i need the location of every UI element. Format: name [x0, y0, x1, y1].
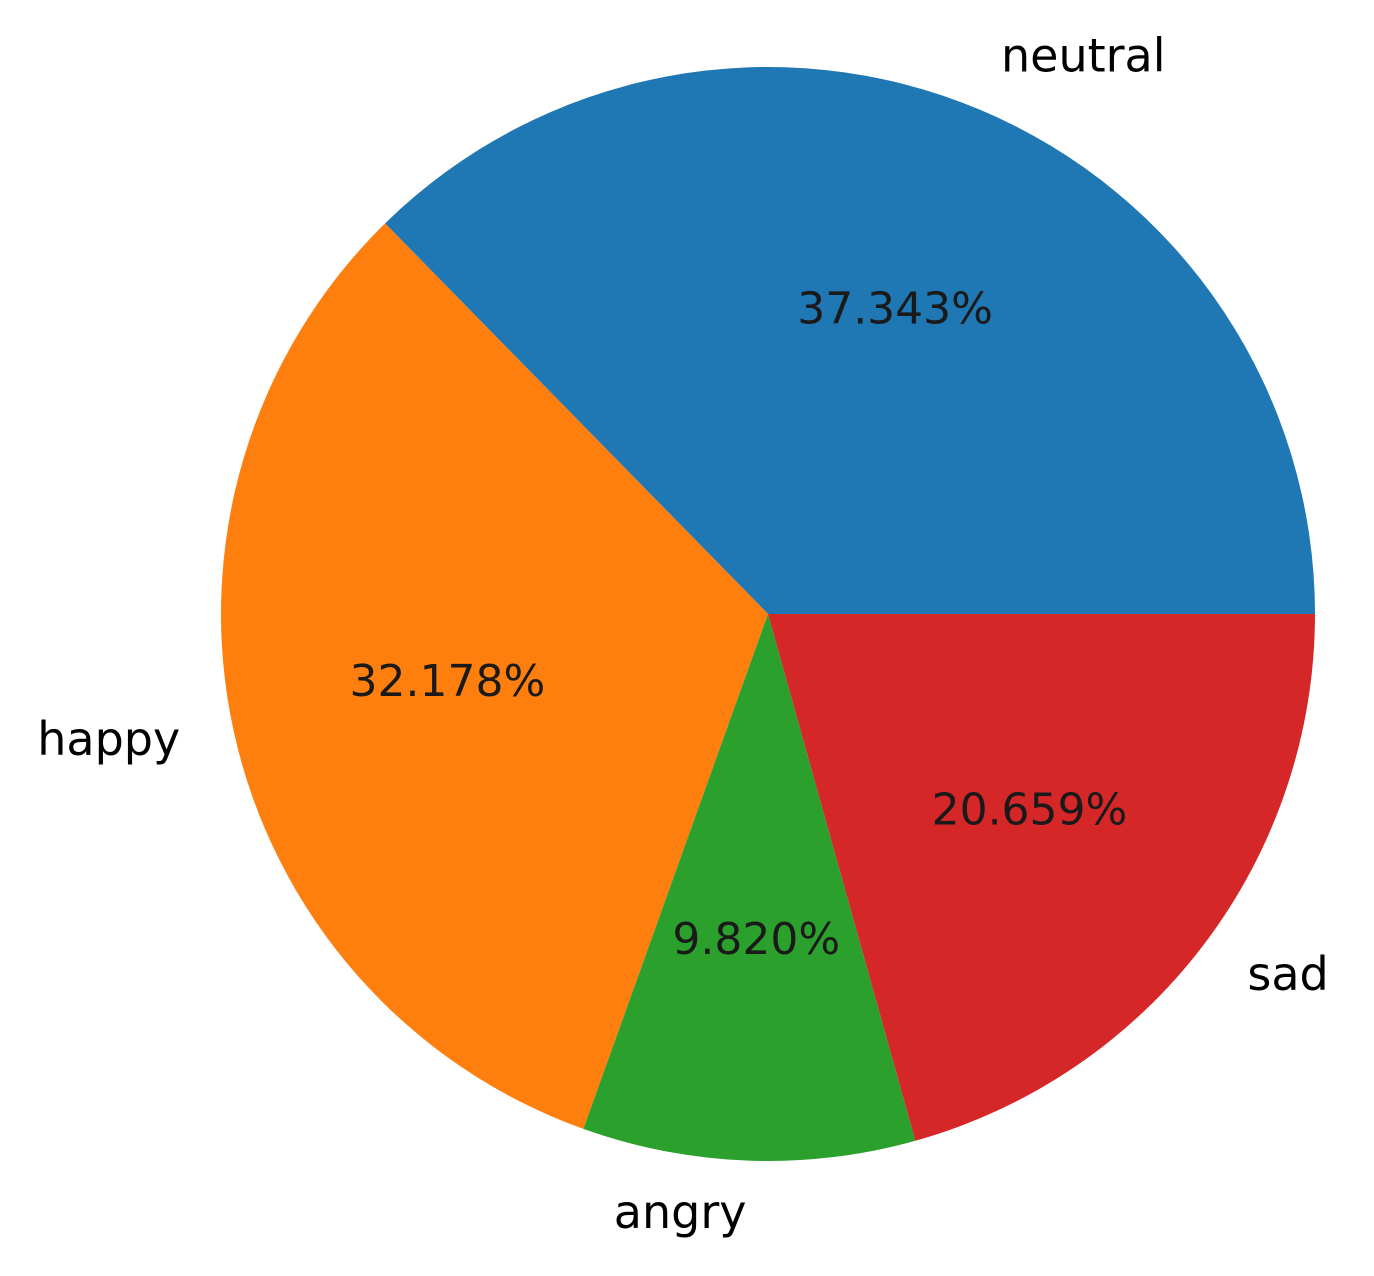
pie-slice [768, 614, 1315, 1141]
pie-slice [583, 614, 916, 1161]
slice-label: sad [1247, 947, 1328, 1001]
percent-label: 20.659% [932, 784, 1128, 835]
pie-slice [385, 66, 1315, 614]
slice-label: neutral [1001, 29, 1166, 83]
percent-label: 32.178% [350, 656, 546, 707]
percent-label: 37.343% [797, 283, 993, 334]
slice-label: angry [614, 1185, 747, 1239]
percent-label: 9.820% [672, 914, 840, 965]
slice-label: happy [37, 712, 180, 766]
pie-slice [221, 223, 768, 1129]
